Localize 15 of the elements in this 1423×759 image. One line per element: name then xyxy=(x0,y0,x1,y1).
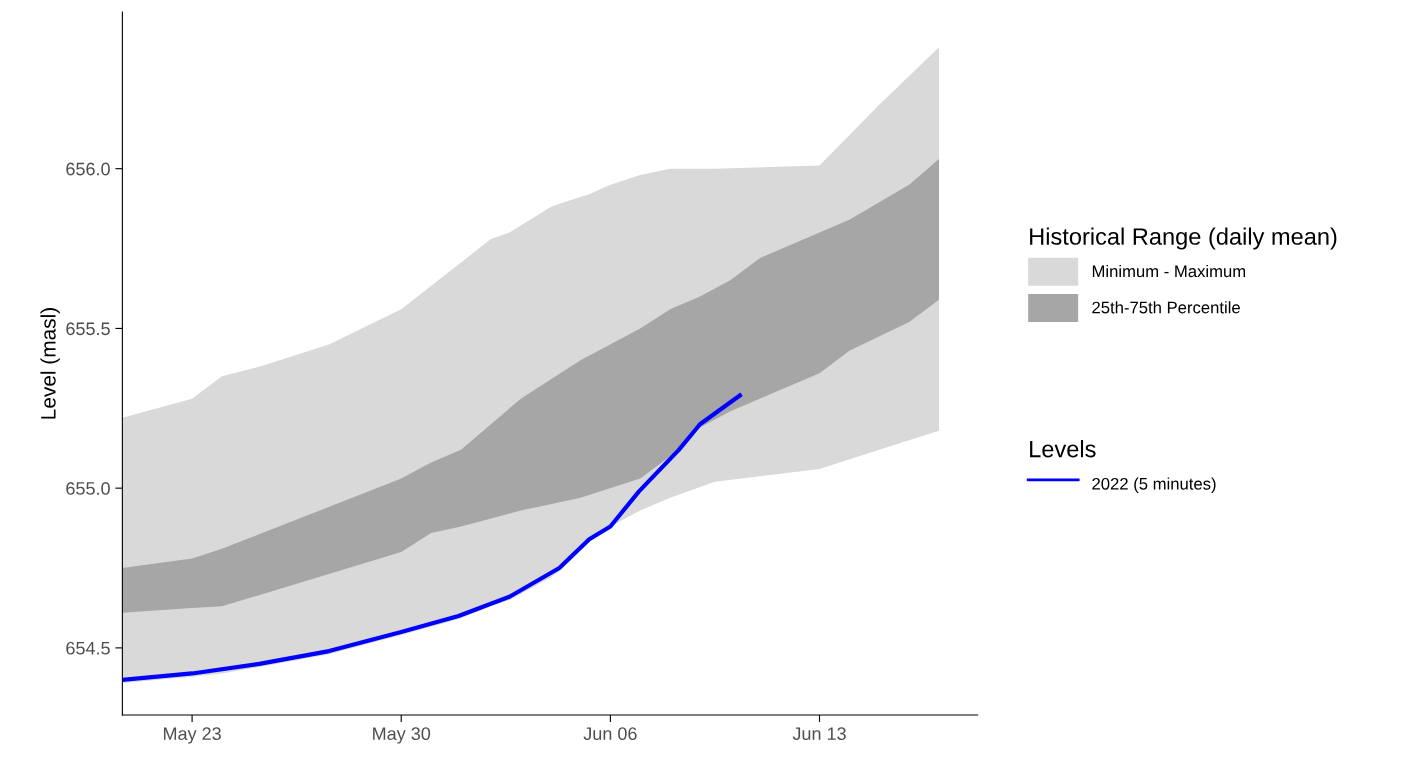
x-tick-label: Jun 06 xyxy=(583,727,637,741)
y-tick-label: 655.5 xyxy=(66,322,110,336)
y-axis-title: Level (masl) xyxy=(40,308,60,419)
legend-label: 25th-75th Percentile xyxy=(1092,301,1240,314)
x-tick-label: May 23 xyxy=(163,727,221,744)
y-tick-label: 655.0 xyxy=(66,482,110,495)
line-series xyxy=(122,393,742,682)
legend-label: Minimum - Maximum xyxy=(1092,264,1246,278)
x-tick-label: Jun 13 xyxy=(792,727,846,741)
x-tick-label: May 30 xyxy=(373,727,431,744)
legend-label: 2022 (5 minutes) xyxy=(1092,477,1216,493)
text: Levels xyxy=(1030,440,1096,458)
y-tick-label: 654.5 xyxy=(66,641,110,655)
text: Historical Range (daily mean) xyxy=(1030,227,1337,250)
y-tick-label: 656.0 xyxy=(66,162,110,176)
